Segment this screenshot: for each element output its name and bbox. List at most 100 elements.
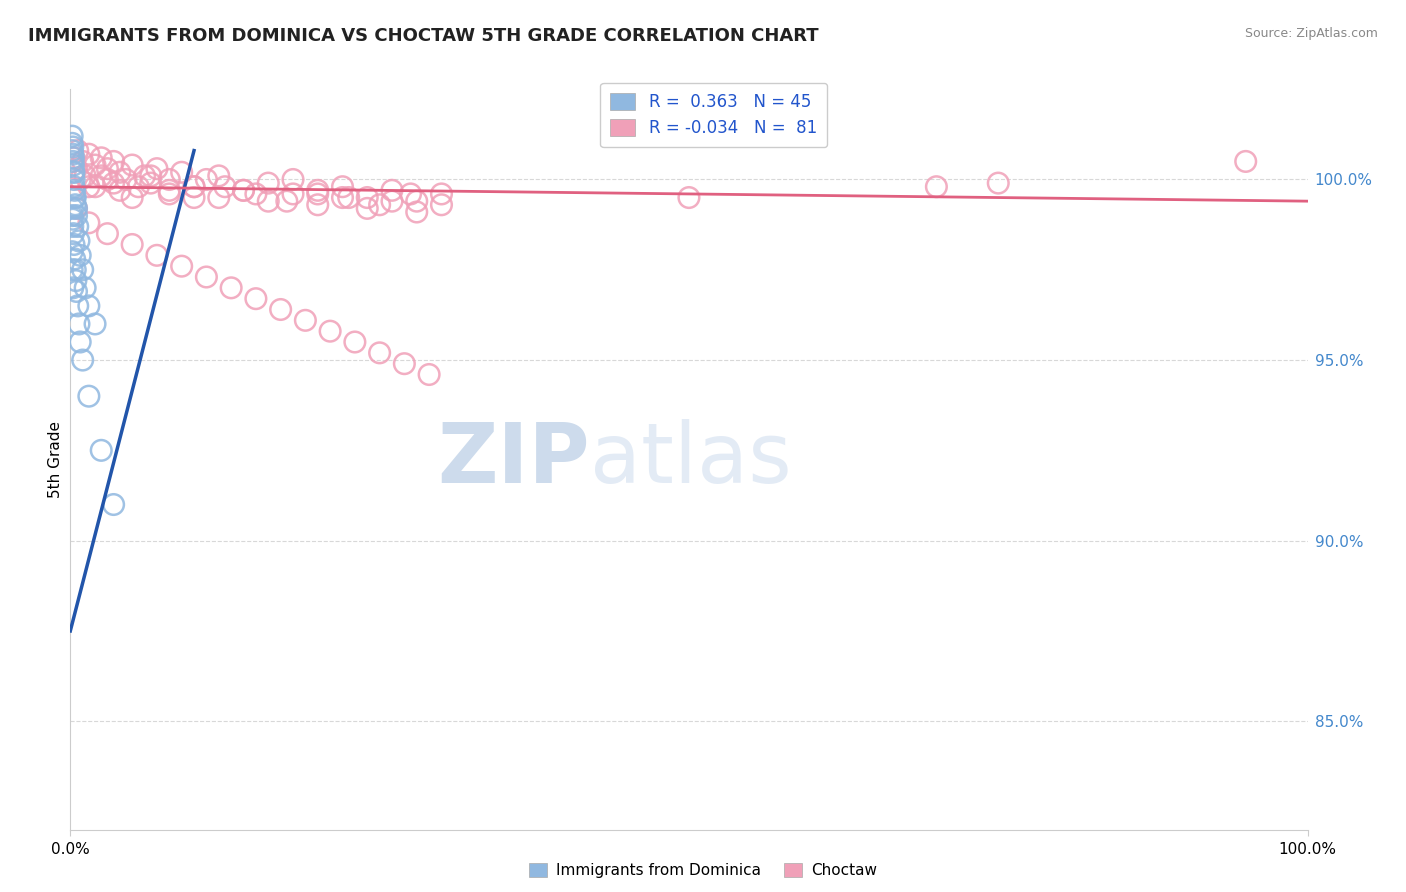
Point <box>157 183 180 197</box>
Point <box>343 334 366 349</box>
Point <box>294 313 316 327</box>
Legend: R =  0.363   N = 45, R = -0.034   N =  81: R = 0.363 N = 45, R = -0.034 N = 81 <box>600 83 827 147</box>
Point <box>65 274 87 288</box>
Point <box>65 209 87 223</box>
Point <box>356 202 378 216</box>
Point <box>430 186 453 201</box>
Point <box>183 190 205 204</box>
Point <box>356 190 378 204</box>
Point <box>69 334 91 349</box>
Point <box>183 179 205 194</box>
Point <box>208 190 231 204</box>
Y-axis label: 5th Grade: 5th Grade <box>48 421 63 498</box>
Point <box>405 205 427 219</box>
Point <box>63 183 86 197</box>
Point <box>84 317 107 331</box>
Point <box>62 151 84 165</box>
Point <box>245 292 267 306</box>
Point <box>281 186 304 201</box>
Point <box>103 154 125 169</box>
Point <box>66 299 89 313</box>
Point <box>108 165 131 179</box>
Point <box>96 172 118 186</box>
Point <box>394 357 416 371</box>
Point <box>245 186 267 201</box>
Point <box>183 179 205 194</box>
Point <box>332 190 354 204</box>
Point <box>146 248 169 262</box>
Point <box>134 169 156 183</box>
Point <box>62 219 84 234</box>
Point <box>232 183 254 197</box>
Point <box>72 353 94 368</box>
Point <box>65 202 87 216</box>
Point <box>77 179 100 194</box>
Text: Source: ZipAtlas.com: Source: ZipAtlas.com <box>1244 27 1378 40</box>
Point <box>108 183 131 197</box>
Point <box>62 147 84 161</box>
Point <box>139 176 162 190</box>
Point <box>65 262 87 277</box>
Point <box>60 209 83 223</box>
Point <box>65 202 87 216</box>
Point <box>60 136 83 151</box>
Point <box>90 169 112 183</box>
Point <box>332 179 354 194</box>
Point <box>75 169 97 183</box>
Point <box>77 389 100 403</box>
Point <box>65 285 87 299</box>
Point <box>115 172 138 186</box>
Point <box>62 281 84 295</box>
Text: IMMIGRANTS FROM DOMINICA VS CHOCTAW 5TH GRADE CORRELATION CHART: IMMIGRANTS FROM DOMINICA VS CHOCTAW 5TH … <box>28 27 818 45</box>
Point <box>214 179 236 194</box>
Point <box>170 165 193 179</box>
Point <box>1234 154 1257 169</box>
Point <box>63 252 86 266</box>
Point <box>69 172 91 186</box>
Point <box>60 244 83 259</box>
Point <box>925 179 948 194</box>
Point <box>121 237 143 252</box>
Point <box>368 198 391 212</box>
Point <box>195 172 218 186</box>
Point <box>62 140 84 154</box>
Point <box>67 317 90 331</box>
Point <box>75 281 97 295</box>
Point <box>157 186 180 201</box>
Point <box>62 165 84 179</box>
Point <box>987 176 1010 190</box>
Point <box>157 172 180 186</box>
Point <box>146 161 169 176</box>
Point <box>270 302 292 317</box>
Point <box>319 324 342 338</box>
Point <box>63 179 86 194</box>
Point <box>368 346 391 360</box>
Point <box>219 281 242 295</box>
Point <box>69 248 91 262</box>
Point <box>60 262 83 277</box>
Point <box>208 169 231 183</box>
Point <box>84 179 107 194</box>
Point <box>77 147 100 161</box>
Point <box>62 212 84 227</box>
Point <box>63 172 86 186</box>
Point <box>276 194 298 209</box>
Point <box>257 194 280 209</box>
Point <box>307 186 329 201</box>
Point <box>60 144 83 158</box>
Point <box>72 262 94 277</box>
Point <box>66 144 89 158</box>
Point <box>121 158 143 172</box>
Point <box>72 154 94 169</box>
Point <box>418 368 440 382</box>
Point <box>65 190 87 204</box>
Point <box>90 443 112 458</box>
Point <box>60 129 83 144</box>
Point <box>77 299 100 313</box>
Point <box>678 190 700 204</box>
Point <box>307 183 329 197</box>
Point <box>195 270 218 285</box>
Point <box>103 176 125 190</box>
Point <box>60 202 83 216</box>
Point <box>67 234 90 248</box>
